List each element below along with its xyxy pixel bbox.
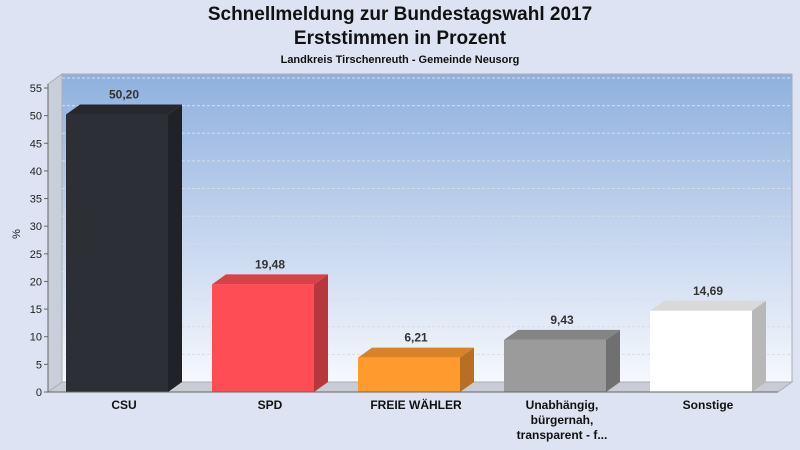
bar-front [504, 339, 606, 392]
bar-value-label: 50,20 [109, 88, 139, 102]
y-tick-label: 5 [36, 359, 42, 371]
y-tick-label: 35 [30, 194, 42, 206]
bar-4: 9,43 [504, 313, 620, 392]
y-tick-label: 40 [30, 166, 42, 178]
chart-subtitle: Erststimmen in Prozent [293, 28, 507, 49]
bar-front [66, 114, 168, 392]
bar-side [314, 274, 328, 392]
bar-top [212, 274, 328, 285]
x-tick-label: SPD [258, 398, 283, 412]
y-tick-label: 55 [30, 83, 42, 95]
bar-side [460, 347, 474, 392]
bar-2: 19,48 [212, 257, 328, 392]
bar-value-label: 14,69 [693, 284, 723, 298]
bar-value-label: 19,48 [255, 257, 285, 271]
x-tick-label: Unabhängig, bürgernah, transparent - f... [517, 398, 608, 442]
y-tick-label: 45 [30, 138, 42, 150]
y-tick-label: 50 [30, 111, 42, 123]
chart-caption: Landkreis Tirschenreuth - Gemeinde Neuso… [280, 54, 520, 66]
y-tick-label: 30 [30, 221, 42, 233]
bar-side [752, 300, 766, 392]
gridlines [62, 77, 792, 355]
y-axis-label: % [11, 229, 23, 239]
x-tick-label: CSU [111, 398, 136, 412]
y-tick-label: 20 [30, 276, 42, 288]
bar-top [650, 300, 766, 311]
x-tick-label: FREIE WÄHLER [370, 397, 462, 412]
bar-5: 14,69 [650, 284, 766, 392]
y-tick-label: 0 [36, 387, 42, 399]
bar-top [358, 347, 474, 358]
bar-value-label: 9,43 [550, 313, 574, 327]
bar-front [358, 357, 460, 392]
x-axis: CSU SPD FREIE WÄHLER Unabhängig, bürgernah, t… [48, 391, 778, 442]
bar-value-label: 6,21 [404, 331, 428, 345]
bars: 50,20 19,48 6,21 9,43 14,69 [66, 88, 766, 392]
y-axis: 0 5 10 15 20 25 30 35 40 45 50 55% [11, 83, 49, 399]
bar-1: 50,20 [66, 88, 182, 392]
bar-top [66, 104, 182, 115]
chart-title: Schnellmeldung zur Bundestagswahl 2017 [207, 4, 593, 25]
bar-front [650, 310, 752, 392]
bar-top [504, 329, 620, 340]
bar-3: 6,21 [358, 331, 474, 392]
bar-side [606, 329, 620, 392]
bar-side [168, 104, 182, 392]
y-tick-label: 15 [30, 304, 42, 316]
y-tick-label: 10 [30, 332, 42, 344]
x-tick-label: Sonstige [683, 398, 734, 412]
plot-left-wall [47, 73, 63, 393]
bar-front [212, 284, 314, 392]
y-tick-label: 25 [30, 249, 42, 261]
